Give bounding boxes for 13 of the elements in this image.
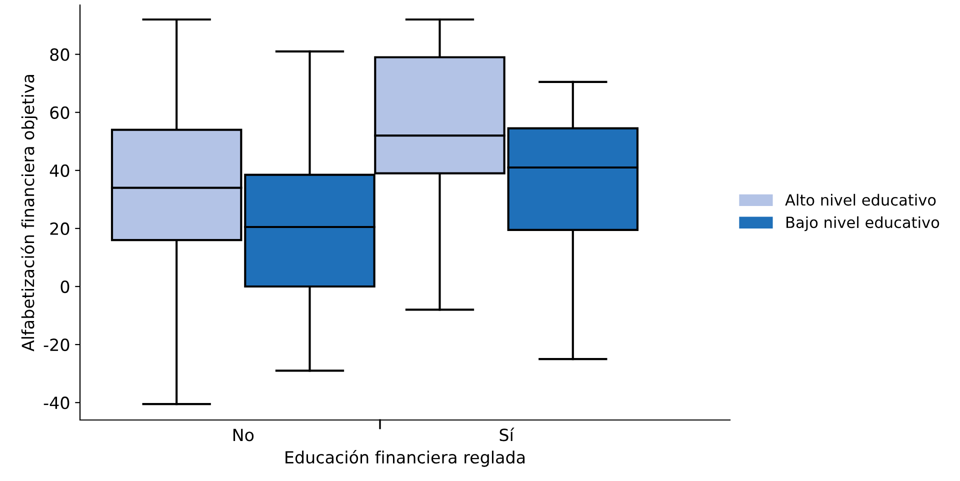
y-tick-label: 0	[60, 280, 70, 294]
y-tick-label: 20	[50, 222, 70, 236]
x-tick-label: Sí	[500, 428, 514, 442]
x-tick-label: No	[233, 428, 254, 442]
legend-label: Alto nivel educativo	[785, 194, 936, 206]
y-tick-label: 60	[50, 106, 70, 119]
y-tick-label: 80	[50, 48, 70, 61]
y-tick-label: 40	[50, 164, 70, 177]
y-tick-label: -20	[44, 338, 70, 352]
y-axis-title: Alfabetización financiera objetiva	[20, 74, 38, 352]
x-axis-title: Educación financiera reglada	[286, 450, 525, 467]
legend-label: Bajo nivel educativo	[786, 216, 940, 232]
y-tick-label: -40	[44, 396, 70, 410]
